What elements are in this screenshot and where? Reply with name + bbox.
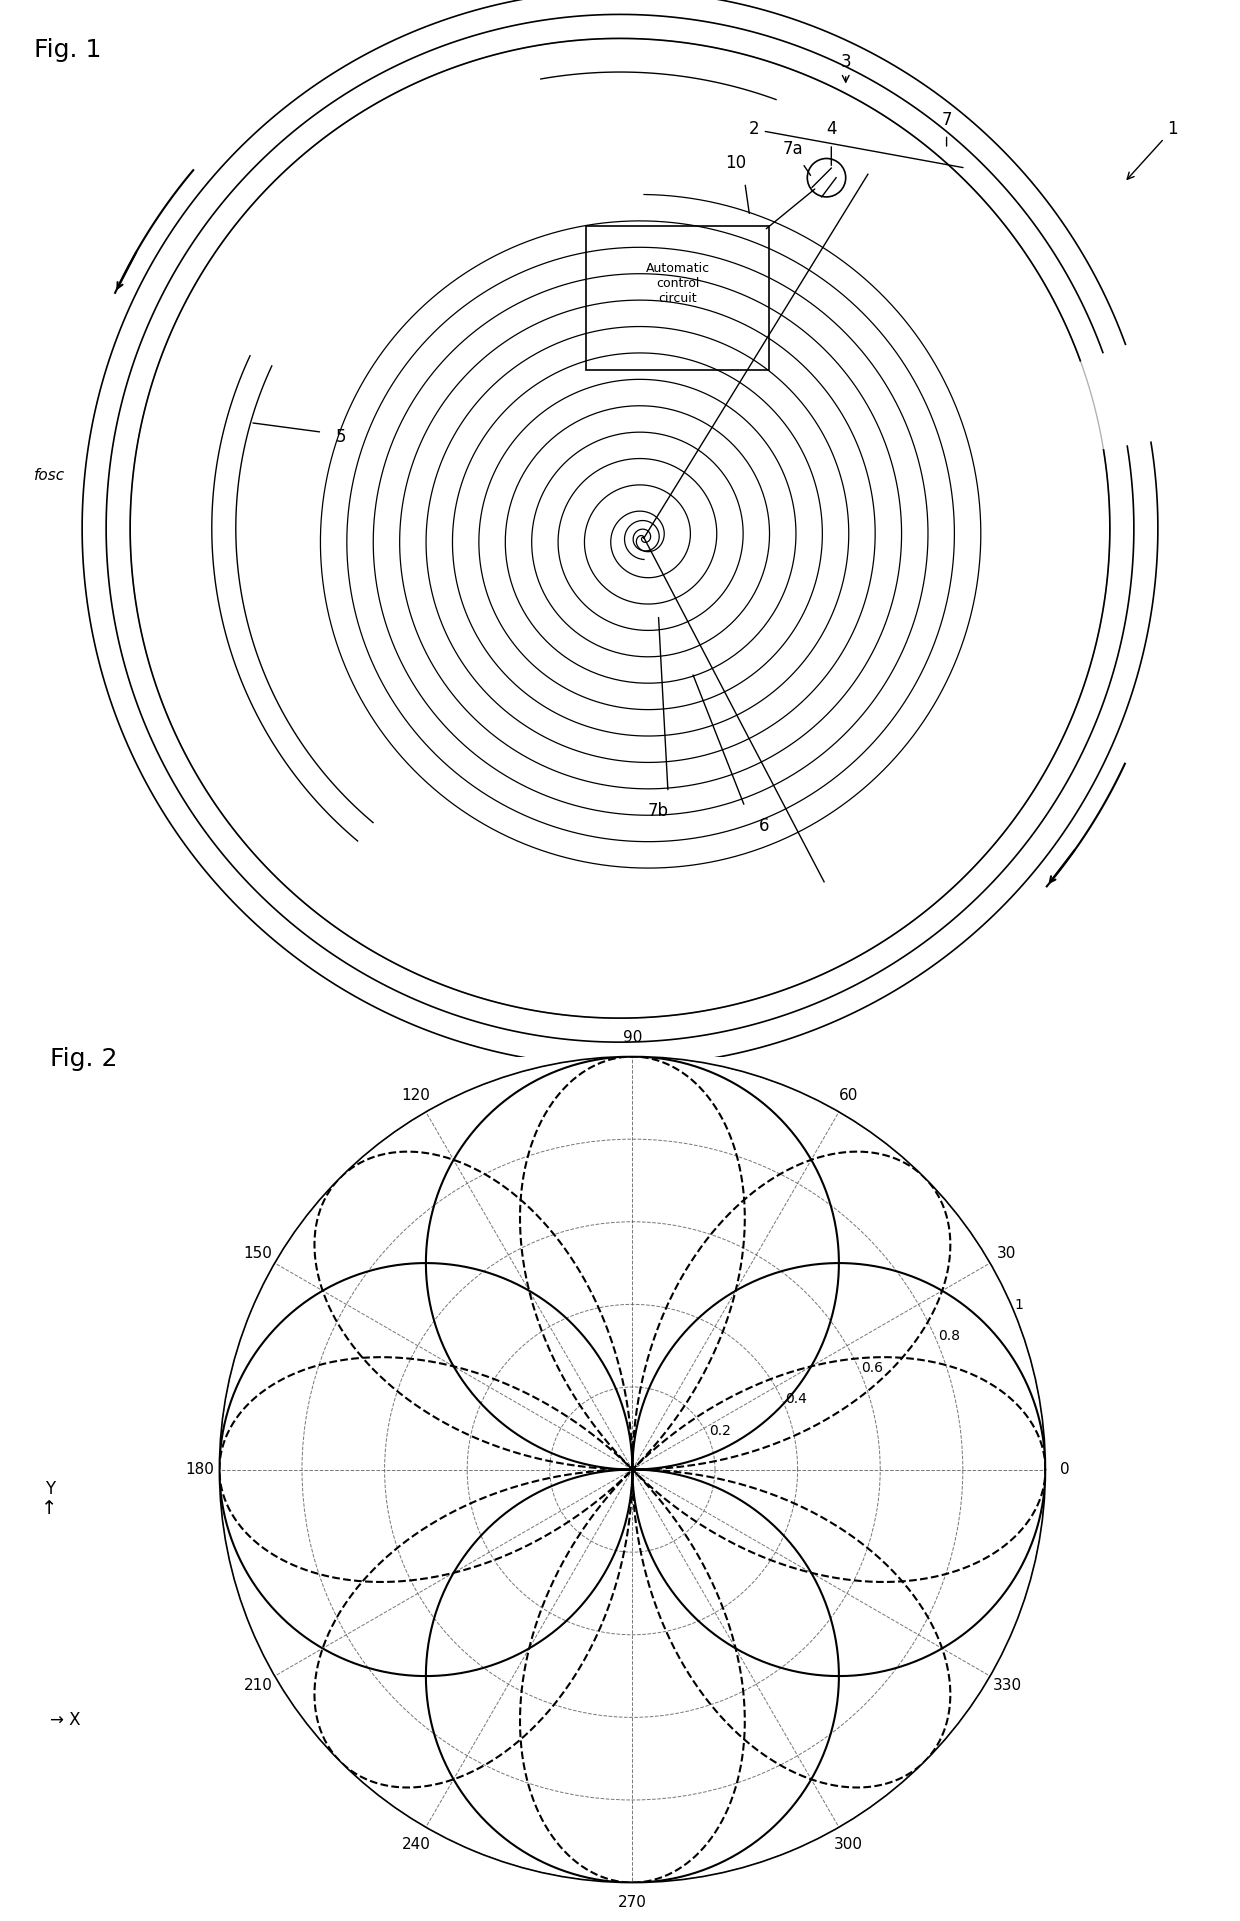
- Text: Fig. 2: Fig. 2: [50, 1047, 117, 1070]
- Text: 2: 2: [749, 121, 963, 167]
- Text: 7b: 7b: [649, 803, 668, 820]
- Text: → X: → X: [50, 1712, 81, 1729]
- Text: 5: 5: [336, 428, 347, 446]
- Text: Y: Y: [45, 1481, 55, 1498]
- Text: 1: 1: [1127, 121, 1178, 179]
- Text: ↑: ↑: [41, 1498, 58, 1518]
- Text: 3: 3: [841, 54, 851, 83]
- Text: 4: 4: [826, 121, 837, 138]
- Text: 6: 6: [759, 816, 769, 836]
- Text: 7: 7: [941, 111, 952, 129]
- Text: 10: 10: [724, 154, 745, 173]
- FancyBboxPatch shape: [587, 227, 769, 369]
- Text: Automatic
control
circuit: Automatic control circuit: [646, 261, 709, 305]
- Text: fosc: fosc: [33, 469, 66, 484]
- Text: Fig. 1: Fig. 1: [33, 38, 102, 61]
- Text: 7a: 7a: [782, 140, 804, 158]
